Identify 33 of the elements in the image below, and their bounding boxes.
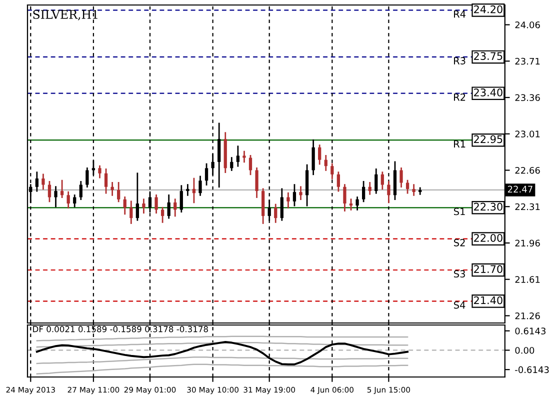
ref-line-label: R4: [454, 10, 466, 18]
y-tick-label: 21.26: [515, 312, 540, 320]
y-tick-label: 0.6143: [515, 328, 546, 334]
chart-title: SILVER,H1: [33, 10, 98, 20]
y-tick-label: 22.66: [515, 166, 540, 174]
annotation: 23.40: [474, 88, 502, 96]
y-tick-label: 23.01: [515, 130, 540, 138]
ref-line-label: S1: [454, 208, 465, 216]
annotation: 23.75: [474, 52, 502, 60]
annotation: 22.00: [474, 234, 502, 242]
y-tick-label: 23.71: [515, 58, 540, 65]
ref-line-label: R1: [454, 140, 466, 148]
line-series: [36, 356, 408, 364]
y-tick-label: 24.06: [515, 21, 540, 28]
y-tick-label: -0.6143: [515, 366, 549, 374]
ref-line-label: R2: [454, 94, 466, 101]
annotation: 21.70: [474, 265, 502, 274]
annotation: 22.95: [474, 135, 502, 144]
y-tick-label: 21.61: [515, 276, 540, 283]
line-series: [36, 364, 408, 374]
annotation: 22.47: [508, 186, 532, 192]
annotation: 24.20: [474, 5, 502, 14]
y-tick-label: 0.00: [515, 346, 534, 354]
ref-line-label: S3: [454, 270, 465, 278]
annotation: 22.30: [474, 202, 502, 211]
ref-line-label: S2: [454, 238, 465, 246]
y-tick-label: 21.96: [515, 240, 540, 247]
y-tick-label: 22.31: [515, 203, 540, 210]
ref-line-label: R3: [454, 57, 466, 64]
y-tick-label: 23.36: [515, 94, 540, 102]
chart-title: DF 0.0021 0.1589 -0.1589 0.3178 -0.3178: [33, 326, 208, 332]
ref-line-label: S4: [454, 301, 466, 309]
annotation: 21.40: [474, 296, 502, 304]
